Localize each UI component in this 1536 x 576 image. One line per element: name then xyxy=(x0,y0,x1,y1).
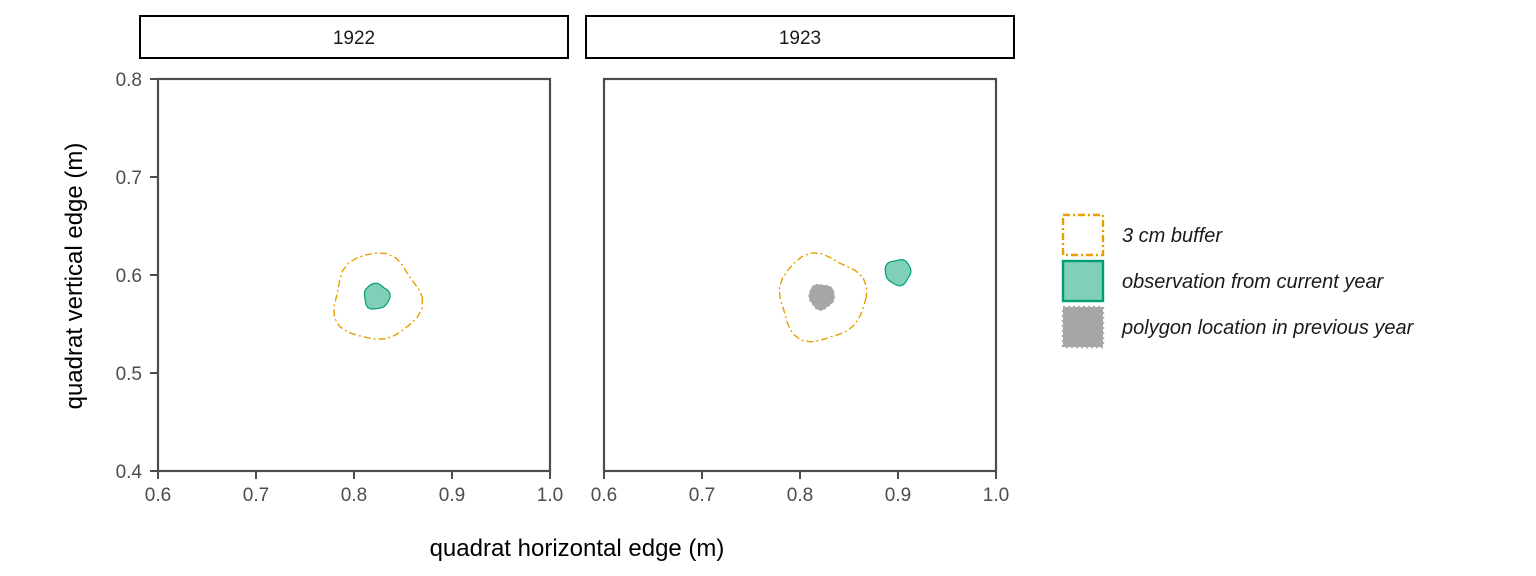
y-tick-label: 0.6 xyxy=(116,266,142,287)
current-observation-polygon xyxy=(884,258,912,287)
legend-key-buffer xyxy=(1061,213,1105,257)
legend-label: observation from current year xyxy=(1122,271,1385,293)
x-axis-1923: 0.6 0.7 0.8 0.9 1.0 xyxy=(591,472,1009,506)
buffer-polygon xyxy=(333,252,424,340)
x-tick-label: 0.9 xyxy=(885,485,911,506)
legend-label: 3 cm buffer xyxy=(1122,225,1223,247)
legend-item-buffer: 3 cm buffer xyxy=(1061,213,1223,257)
x-tick-label: 0.8 xyxy=(341,485,367,506)
plot-panel-border xyxy=(156,77,552,473)
facet-strip-label: 1923 xyxy=(779,28,821,49)
legend-key-current xyxy=(1061,259,1105,303)
x-tick-label: 0.9 xyxy=(439,485,465,506)
legend-item-previous: polygon location in previous year xyxy=(1061,305,1415,349)
legend-label: polygon location in previous year xyxy=(1121,317,1415,339)
panels: 1922 0.6 0.7 0.8 0.9 1.0 1923 0.6 0.7 0.8 0.9 1.0 xyxy=(139,15,1015,506)
facet-strip xyxy=(585,15,1015,59)
x-axis-title: quadrat horizontal edge (m) xyxy=(430,535,725,562)
panel-1922: 1922 0.6 0.7 0.8 0.9 1.0 xyxy=(139,15,569,506)
x-tick-label: 0.8 xyxy=(787,485,813,506)
buffer-polygon xyxy=(778,252,868,343)
y-tick-label: 0.7 xyxy=(116,168,142,189)
y-axis-title: quadrat vertical edge (m) xyxy=(61,143,88,410)
x-tick-label: 1.0 xyxy=(983,485,1009,506)
x-tick-label: 1.0 xyxy=(537,485,563,506)
x-tick-label: 0.6 xyxy=(591,485,617,506)
y-tick-label: 0.5 xyxy=(116,364,142,385)
current-observation-polygon xyxy=(363,282,391,310)
x-tick-label: 0.7 xyxy=(243,485,269,506)
previous-polygon xyxy=(808,283,835,312)
panel-1923: 1923 0.6 0.7 0.8 0.9 1.0 xyxy=(585,15,1015,506)
y-tick-label: 0.4 xyxy=(116,462,143,483)
facet-strip xyxy=(139,15,569,59)
plot-panel-border xyxy=(602,77,998,473)
legend-item-current: observation from current year xyxy=(1061,259,1385,303)
x-tick-label: 0.6 xyxy=(145,485,171,506)
y-axis: 0.4 0.5 0.6 0.7 0.8 xyxy=(116,70,157,483)
x-axis-1922: 0.6 0.7 0.8 0.9 1.0 xyxy=(145,472,563,506)
y-tick-label: 0.8 xyxy=(116,70,142,91)
legend-key-previous xyxy=(1061,305,1105,349)
facet-strip-label: 1922 xyxy=(333,28,375,49)
legend: 3 cm buffer observation from current year… xyxy=(1061,213,1415,349)
x-tick-label: 0.7 xyxy=(689,485,715,506)
